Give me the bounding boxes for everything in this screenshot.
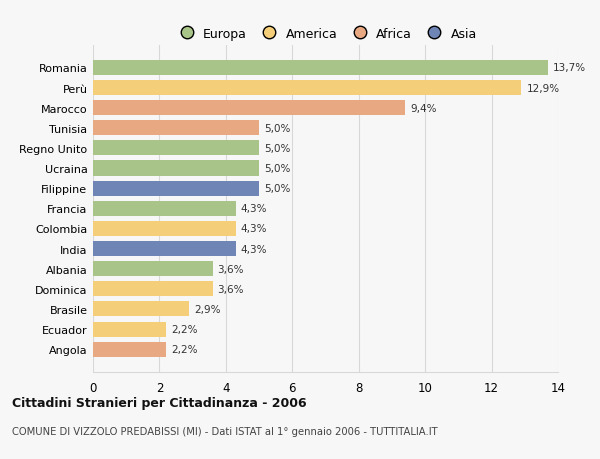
- Bar: [93, 81, 521, 96]
- Text: 2,2%: 2,2%: [171, 344, 197, 354]
- Text: 13,7%: 13,7%: [553, 63, 586, 73]
- Text: 2,2%: 2,2%: [171, 325, 197, 334]
- Bar: [93, 101, 405, 116]
- Text: 3,6%: 3,6%: [218, 264, 244, 274]
- Bar: [93, 282, 212, 297]
- Text: COMUNE DI VIZZOLO PREDABISSI (MI) - Dati ISTAT al 1° gennaio 2006 - TUTTITALIA.I: COMUNE DI VIZZOLO PREDABISSI (MI) - Dati…: [12, 426, 437, 436]
- Bar: [93, 241, 236, 257]
- Text: 5,0%: 5,0%: [264, 184, 290, 194]
- Text: 4,3%: 4,3%: [241, 204, 268, 214]
- Bar: [93, 262, 212, 277]
- Bar: [93, 121, 259, 136]
- Text: 9,4%: 9,4%: [410, 103, 437, 113]
- Bar: [93, 342, 166, 357]
- Text: 12,9%: 12,9%: [526, 84, 560, 93]
- Bar: [93, 61, 548, 76]
- Text: Cittadini Stranieri per Cittadinanza - 2006: Cittadini Stranieri per Cittadinanza - 2…: [12, 396, 307, 409]
- Bar: [93, 181, 259, 196]
- Text: 5,0%: 5,0%: [264, 123, 290, 134]
- Bar: [93, 322, 166, 337]
- Text: 4,3%: 4,3%: [241, 244, 268, 254]
- Text: 4,3%: 4,3%: [241, 224, 268, 234]
- Text: 2,9%: 2,9%: [194, 304, 221, 314]
- Bar: [93, 202, 236, 216]
- Bar: [93, 161, 259, 176]
- Bar: [93, 141, 259, 156]
- Text: 5,0%: 5,0%: [264, 164, 290, 174]
- Bar: [93, 221, 236, 236]
- Legend: Europa, America, Africa, Asia: Europa, America, Africa, Asia: [169, 23, 482, 46]
- Bar: [93, 302, 190, 317]
- Text: 3,6%: 3,6%: [218, 284, 244, 294]
- Text: 5,0%: 5,0%: [264, 144, 290, 154]
